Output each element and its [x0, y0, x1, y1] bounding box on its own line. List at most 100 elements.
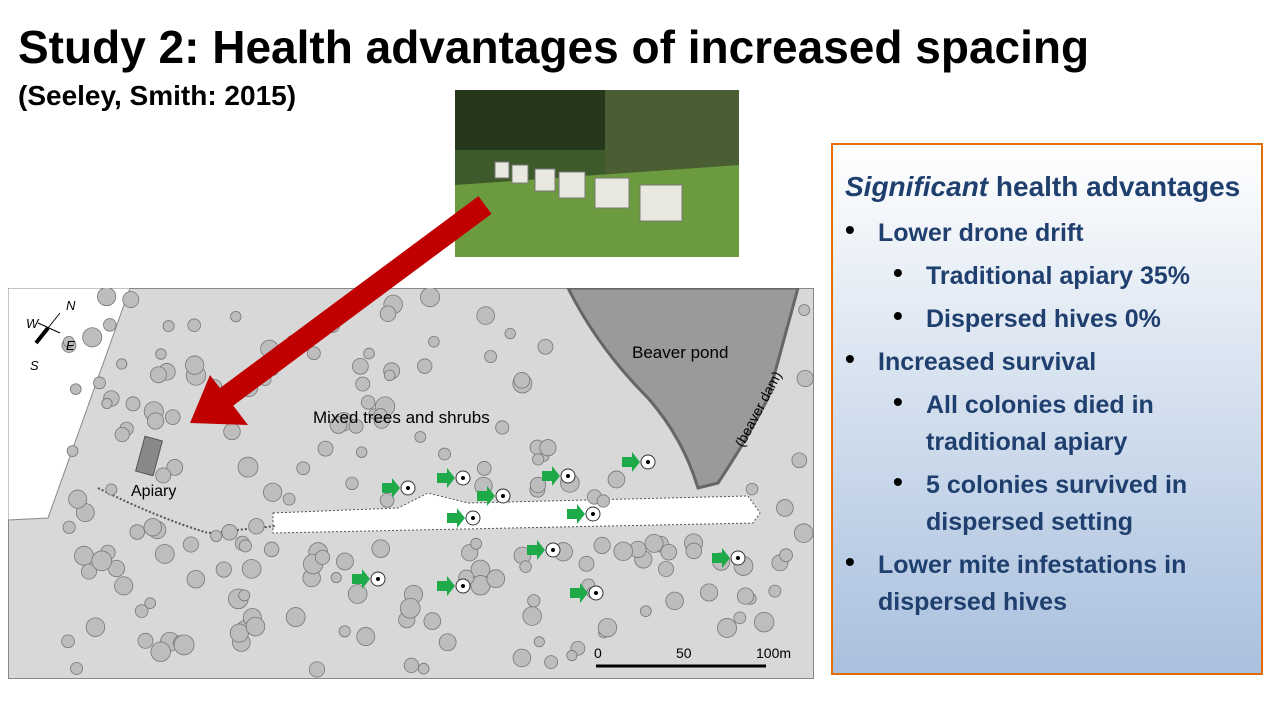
tree — [566, 650, 578, 662]
compass-s: S — [30, 358, 39, 373]
tree — [753, 611, 775, 633]
tree — [185, 355, 205, 375]
tree — [241, 559, 262, 579]
bullet-dot: • — [845, 546, 855, 577]
findings-box: Significant health advantages • Lower dro… — [831, 143, 1263, 675]
tree — [149, 366, 167, 384]
green-arrow — [382, 478, 400, 498]
tree — [736, 587, 755, 605]
tree — [486, 569, 506, 589]
tree — [282, 492, 296, 506]
compass-e: E — [66, 338, 75, 353]
bullet-item: • Increased survival — [845, 343, 1251, 381]
bullet-text: All colonies died in traditional apiary — [926, 391, 1154, 456]
tree — [379, 492, 395, 508]
tree — [658, 561, 674, 577]
tree — [114, 426, 130, 443]
hive — [594, 177, 630, 209]
tree — [700, 583, 719, 602]
forest-light — [605, 90, 739, 180]
tree — [229, 623, 249, 643]
compass-line — [34, 326, 50, 345]
tree — [306, 346, 321, 361]
tree — [116, 358, 128, 370]
tree — [519, 560, 532, 573]
tree — [417, 358, 433, 374]
tree — [66, 445, 79, 457]
tree — [82, 327, 103, 348]
tree — [417, 662, 430, 675]
tree — [296, 461, 311, 476]
tree — [166, 459, 184, 476]
tree — [348, 418, 364, 434]
tree — [476, 461, 492, 476]
tree — [345, 476, 359, 491]
tree — [330, 572, 342, 584]
tree — [793, 523, 814, 543]
tree — [438, 633, 457, 652]
tree — [779, 548, 793, 563]
tree — [245, 616, 266, 637]
tree — [210, 529, 223, 542]
hive — [494, 161, 510, 179]
tree — [597, 618, 618, 638]
tree — [399, 597, 421, 619]
tree — [504, 327, 516, 340]
tree — [420, 288, 441, 308]
tree — [91, 550, 112, 572]
map: N W E S Beaver pond (beaver dam) Mixed t… — [8, 288, 814, 679]
green-arrow — [352, 569, 370, 589]
tree — [221, 524, 238, 541]
tree — [347, 584, 368, 604]
tree — [285, 607, 306, 627]
tree — [522, 606, 542, 626]
tree — [239, 379, 258, 398]
bullet-item: • 5 colonies survived in dispersed settin… — [845, 466, 1251, 541]
heading-rest: health advantages — [995, 171, 1241, 202]
path — [97, 487, 277, 535]
tree — [607, 470, 626, 489]
bullet-item: • Traditional apiary 35% — [845, 257, 1251, 295]
tree — [223, 422, 241, 441]
hive-dot — [551, 548, 555, 552]
compass-line — [37, 322, 61, 334]
green-arrow — [567, 504, 585, 524]
hive-dot — [461, 584, 465, 588]
tree — [187, 318, 201, 333]
tree — [155, 348, 167, 360]
tree — [329, 416, 348, 434]
bullet-item: • All colonies died in traditional apiary — [845, 386, 1251, 461]
tree — [403, 657, 420, 674]
hive-dot — [566, 474, 570, 478]
tree — [644, 533, 664, 553]
tree — [248, 518, 265, 535]
bullet-text: 5 colonies survived in dispersed setting — [926, 471, 1188, 536]
compass-line — [47, 312, 61, 329]
tree — [150, 641, 171, 662]
tree — [125, 396, 141, 412]
tree — [470, 537, 483, 550]
hive-dot — [591, 512, 595, 516]
compass-w: W — [26, 316, 40, 331]
green-arrow — [447, 508, 465, 528]
tree — [263, 482, 283, 502]
tree — [238, 589, 251, 602]
hives — [494, 161, 683, 222]
tree — [527, 594, 541, 608]
tree — [428, 335, 440, 348]
tree — [484, 350, 498, 364]
tree — [154, 544, 175, 564]
bullet-dot: • — [845, 214, 855, 245]
bullet-item: • Lower drone drift — [845, 214, 1251, 252]
tree — [613, 541, 633, 562]
tree — [62, 520, 76, 534]
tree — [129, 524, 145, 540]
hive-dot — [471, 516, 475, 520]
green-arrow — [570, 583, 588, 603]
tree — [206, 379, 223, 395]
tree — [791, 452, 808, 469]
tree — [578, 555, 595, 572]
hive-dot — [376, 577, 380, 581]
tree — [544, 655, 559, 670]
